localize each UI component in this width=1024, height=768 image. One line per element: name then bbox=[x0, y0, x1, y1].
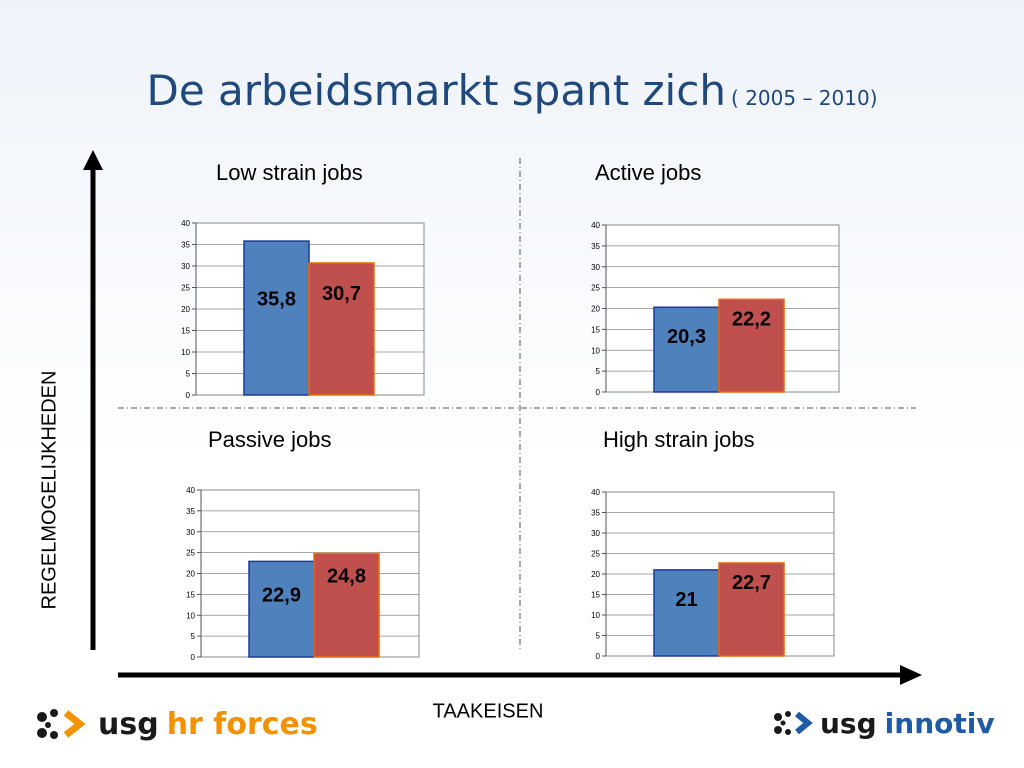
bar bbox=[718, 298, 785, 393]
data-label: 22,9 bbox=[262, 585, 301, 607]
title-subtitle: ( 2005 – 2010) bbox=[731, 86, 878, 110]
data-label: 30,7 bbox=[322, 283, 361, 305]
y-tick-label: 20 bbox=[181, 305, 190, 314]
y-tick-label: 0 bbox=[596, 652, 601, 661]
y-tick-label: 20 bbox=[186, 570, 195, 579]
y-tick-label: 25 bbox=[591, 550, 600, 559]
chart-title-low-strain: Low strain jobs bbox=[216, 160, 363, 185]
y-tick-label: 10 bbox=[186, 611, 195, 620]
y-tick-label: 0 bbox=[186, 391, 191, 400]
bar bbox=[313, 552, 380, 658]
chart-title-active: Active jobs bbox=[595, 160, 702, 185]
data-label: 22,2 bbox=[732, 308, 771, 330]
y-tick-label: 0 bbox=[596, 388, 601, 397]
y-tick-label: 30 bbox=[591, 263, 600, 272]
y-tick-label: 10 bbox=[181, 348, 190, 357]
usg-mark-icon bbox=[37, 709, 86, 739]
bar bbox=[308, 262, 375, 396]
y-tick-label: 10 bbox=[591, 611, 600, 620]
bar bbox=[653, 569, 720, 657]
y-tick-label: 30 bbox=[186, 528, 195, 537]
y-tick-label: 15 bbox=[186, 590, 195, 599]
y-tick-label: 40 bbox=[181, 219, 190, 228]
y-tick-label: 15 bbox=[181, 327, 190, 336]
data-label: 22,7 bbox=[732, 572, 771, 594]
data-label: 20,3 bbox=[667, 326, 706, 348]
bar bbox=[718, 562, 785, 657]
y-tick-label: 10 bbox=[591, 346, 600, 355]
y-tick-label: 40 bbox=[186, 486, 195, 495]
y-tick-label: 40 bbox=[591, 221, 600, 230]
chart-title-passive: Passive jobs bbox=[208, 427, 332, 452]
y-axis-label: REGELMOGELIJKHEDEN bbox=[38, 370, 61, 610]
y-tick-label: 5 bbox=[596, 632, 601, 641]
y-tick-label: 15 bbox=[591, 325, 600, 334]
y-tick-label: 20 bbox=[591, 570, 600, 579]
chart-active: 0 5 10 15 20 25 30 35 40 20,3 22,2 bbox=[591, 221, 840, 397]
y-tick-label: 40 bbox=[591, 488, 600, 497]
y-tick-label: 35 bbox=[186, 507, 195, 516]
bar bbox=[243, 240, 310, 396]
x-axis-label: TAAKEISEN bbox=[432, 700, 544, 723]
usg-mark-icon bbox=[774, 711, 813, 735]
y-tick-label: 5 bbox=[596, 367, 601, 376]
page-title: De arbeidsmarkt spant zich ( 2005 – 2010… bbox=[0, 66, 1024, 115]
logo-left-usg: usg bbox=[98, 706, 159, 742]
bar bbox=[248, 560, 315, 658]
y-tick-label: 25 bbox=[186, 549, 195, 558]
usg-hr-forces-logo: usg hr forces bbox=[32, 703, 318, 745]
y-tick-label: 5 bbox=[186, 370, 191, 379]
data-label: 21 bbox=[675, 589, 697, 611]
y-axis-arrowhead bbox=[83, 150, 103, 170]
y-tick-label: 35 bbox=[591, 509, 600, 518]
title-main: De arbeidsmarkt spant zich bbox=[146, 66, 726, 115]
chart-passive: 0 5 10 15 20 25 30 35 40 22,9 24,8 bbox=[186, 486, 420, 662]
y-tick-label: 35 bbox=[181, 241, 190, 250]
chart-high-strain: 0 5 10 15 20 25 30 35 40 21 22,7 bbox=[591, 488, 835, 661]
y-tick-label: 30 bbox=[591, 529, 600, 538]
y-tick-label: 30 bbox=[181, 262, 190, 271]
chart-low-strain: 0 5 10 15 20 25 30 35 40 35,8 30,7 bbox=[181, 219, 425, 400]
chart-title-high-strain: High strain jobs bbox=[603, 427, 755, 452]
y-tick-label: 15 bbox=[591, 591, 600, 600]
y-tick-label: 25 bbox=[591, 284, 600, 293]
data-label: 24,8 bbox=[327, 565, 366, 587]
y-tick-label: 0 bbox=[191, 653, 196, 662]
logo-right-usg: usg bbox=[820, 706, 877, 740]
bar bbox=[653, 306, 720, 393]
y-tick-label: 25 bbox=[181, 284, 190, 293]
data-label: 35,8 bbox=[257, 289, 296, 311]
x-axis-arrowhead bbox=[900, 665, 922, 685]
y-tick-label: 5 bbox=[191, 632, 196, 641]
usg-innotiv-logo: usg innotiv bbox=[770, 706, 995, 740]
y-tick-label: 20 bbox=[591, 305, 600, 314]
logo-right-brand: innotiv bbox=[884, 706, 995, 740]
logo-left-brand: hr forces bbox=[166, 706, 318, 742]
y-tick-label: 35 bbox=[591, 242, 600, 251]
